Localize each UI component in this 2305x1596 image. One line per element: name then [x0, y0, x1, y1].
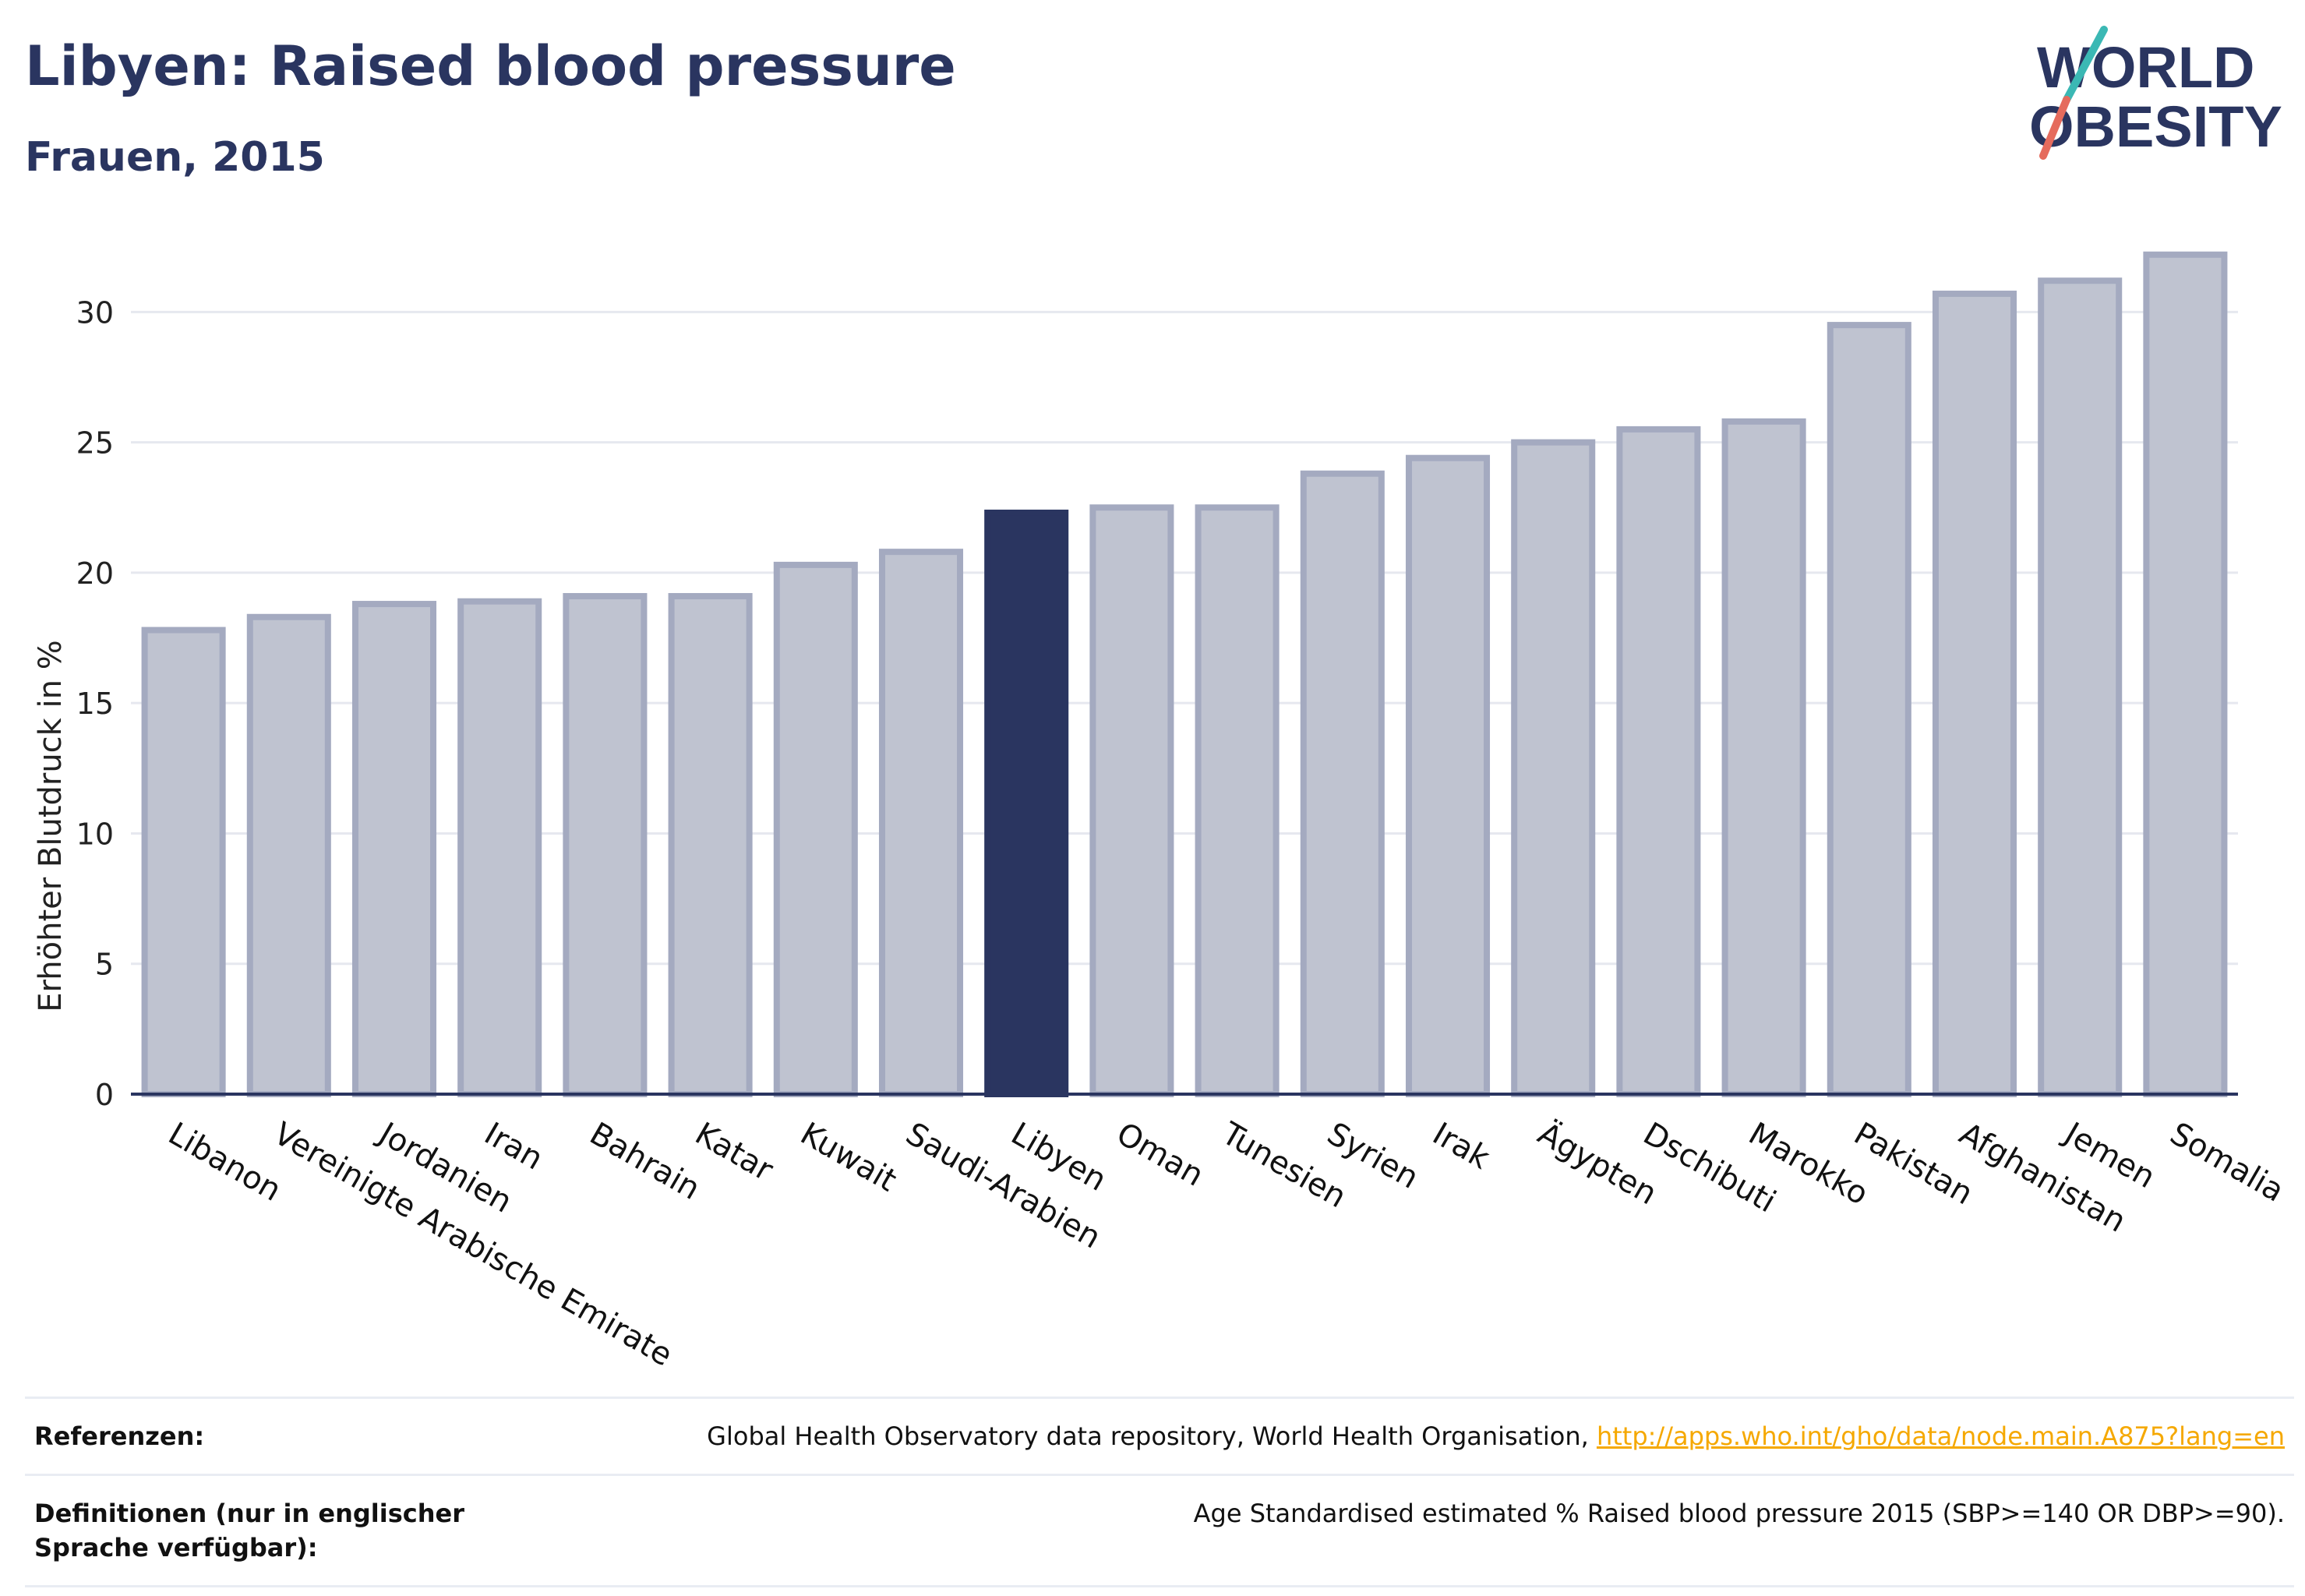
references-table: Referenzen: Global Health Observatory da… — [25, 1396, 2294, 1587]
y-tick-label: 30 — [76, 295, 114, 330]
x-tick-label: Kuwait — [794, 1116, 902, 1199]
bar-oman[interactable] — [1089, 504, 1174, 1097]
y-tick-label: 20 — [76, 556, 114, 591]
bar-afghanistan[interactable] — [1932, 290, 2017, 1098]
references-text: Global Health Observatory data repositor… — [707, 1421, 1597, 1451]
x-tick-label: Somalia — [2164, 1116, 2290, 1209]
y-tick-label: 5 — [95, 948, 114, 982]
y-tick-label: 15 — [76, 687, 114, 721]
bar-vereinigte-arabische-emirate[interactable] — [246, 613, 331, 1097]
bar-jordanien[interactable] — [351, 601, 437, 1097]
y-tick-label: 25 — [76, 426, 114, 461]
bar-katar[interactable] — [668, 593, 753, 1097]
chart-subtitle: Frauen, 2015 — [25, 134, 325, 181]
world-obesity-logo: WORLD OBESITY — [2029, 26, 2282, 160]
grid-lines — [131, 310, 2238, 966]
bars — [141, 251, 2228, 1098]
reference-row-sources: Referenzen: Global Health Observatory da… — [25, 1396, 2294, 1474]
bar-marokko[interactable] — [1721, 418, 1806, 1097]
bar-saudi-arabien[interactable] — [878, 549, 964, 1097]
y-axis-label: Erhöhter Blutdruck in % — [33, 640, 69, 1012]
y-tick-label: 10 — [76, 817, 114, 851]
x-tick-label: Iran — [478, 1116, 549, 1178]
bar-ägypten[interactable] — [1511, 439, 1596, 1097]
references-link[interactable]: http://apps.who.int/gho/data/node.main.A… — [1596, 1421, 2285, 1451]
bar-iran[interactable] — [457, 598, 542, 1097]
x-tick-label: Pakistan — [1848, 1116, 1978, 1213]
chart-title: Libyen: Raised blood pressure — [25, 34, 956, 98]
bar-pakistan[interactable] — [1827, 322, 1911, 1098]
logo-slash-teal — [2063, 26, 2108, 104]
x-tick-label: Ägypten — [1532, 1114, 1664, 1212]
bar-syrien[interactable] — [1300, 470, 1385, 1097]
logo-slash-coral — [2039, 96, 2070, 160]
bar-kuwait[interactable] — [773, 561, 858, 1097]
bar-libanon[interactable] — [141, 627, 226, 1097]
references-value: Global Health Observatory data repositor… — [707, 1419, 2285, 1453]
references-label: Referenzen: — [34, 1421, 205, 1451]
x-tick-label: Irak — [1427, 1116, 1496, 1177]
definitions-label: Definitionen (nur in englischer Sprache … — [34, 1499, 464, 1562]
bar-tunesien[interactable] — [1195, 504, 1280, 1097]
bar-bahrain[interactable] — [563, 593, 648, 1097]
x-tick-label: Oman — [1110, 1116, 1209, 1194]
bar-dschibuti[interactable] — [1616, 425, 1701, 1097]
reference-row-definitions: Definitionen (nur in englischer Sprache … — [25, 1474, 2294, 1587]
bar-irak[interactable] — [1405, 454, 1491, 1097]
y-tick-label: 0 — [95, 1078, 114, 1112]
bar-somalia[interactable] — [2143, 251, 2228, 1097]
x-tick-label: Libanon — [162, 1116, 287, 1209]
definitions-value: Age Standardised estimated % Raised bloo… — [1193, 1499, 2285, 1528]
x-tick-label: Bahrain — [584, 1116, 706, 1207]
logo-line-2: OBESITY — [2029, 94, 2282, 159]
bar-libyen[interactable] — [984, 509, 1069, 1097]
bar-jemen[interactable] — [2038, 277, 2123, 1098]
